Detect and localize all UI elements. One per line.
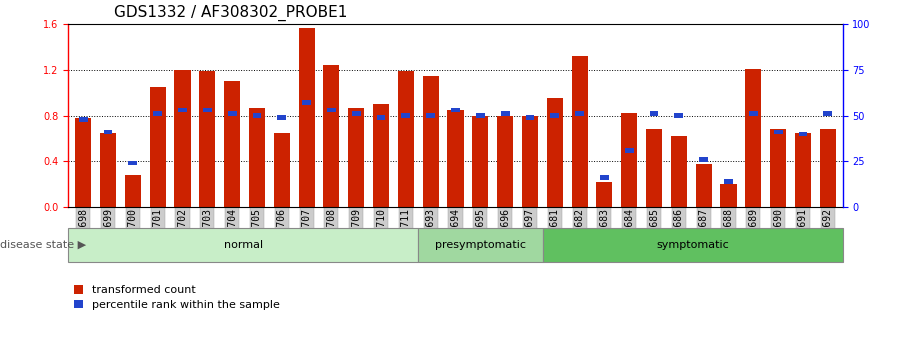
Bar — [402, 113, 410, 118]
Bar — [749, 111, 758, 116]
Bar — [571, 56, 588, 207]
Bar — [178, 108, 187, 112]
Bar — [497, 116, 513, 207]
Bar — [575, 111, 584, 116]
Bar — [522, 116, 538, 207]
Bar — [299, 28, 314, 207]
Bar — [721, 184, 737, 207]
Text: normal: normal — [223, 240, 262, 250]
Bar — [78, 117, 87, 121]
Bar — [550, 113, 559, 118]
Bar — [203, 108, 211, 112]
Bar — [451, 108, 460, 112]
Bar — [224, 81, 241, 207]
Bar — [700, 157, 708, 162]
Bar — [625, 148, 634, 152]
Bar — [302, 100, 311, 105]
Bar — [674, 113, 683, 118]
Bar — [426, 113, 435, 118]
Bar — [696, 164, 711, 207]
Bar — [68, 228, 418, 262]
Bar — [423, 76, 439, 207]
Bar — [795, 133, 811, 207]
Bar — [153, 111, 162, 116]
Bar — [824, 111, 833, 116]
Bar — [621, 113, 638, 207]
Bar — [447, 110, 464, 207]
Bar — [770, 129, 786, 207]
Bar — [373, 104, 389, 207]
Bar — [646, 129, 662, 207]
Bar — [100, 133, 116, 207]
Bar — [273, 133, 290, 207]
Bar — [526, 115, 535, 120]
Text: disease state ▶: disease state ▶ — [0, 240, 87, 250]
Bar — [348, 108, 364, 207]
Bar — [174, 70, 190, 207]
Bar — [724, 179, 733, 184]
Bar — [149, 87, 166, 207]
Bar — [200, 71, 215, 207]
Bar — [799, 131, 807, 136]
Bar — [476, 113, 485, 118]
Text: GDS1332 / AF308302_PROBE1: GDS1332 / AF308302_PROBE1 — [114, 4, 347, 21]
Bar — [249, 108, 265, 207]
Bar — [323, 65, 340, 207]
Legend: transformed count, percentile rank within the sample: transformed count, percentile rank withi… — [74, 285, 280, 310]
Bar — [104, 130, 112, 134]
Bar — [670, 136, 687, 207]
Bar — [543, 228, 843, 262]
Bar — [472, 116, 488, 207]
Bar — [820, 129, 836, 207]
Bar — [327, 108, 336, 112]
Bar — [128, 161, 138, 165]
Bar — [773, 130, 783, 134]
Bar — [228, 111, 237, 116]
Bar — [501, 111, 509, 116]
Bar — [597, 182, 612, 207]
Bar — [376, 115, 385, 120]
Bar — [650, 111, 659, 116]
Bar — [398, 71, 414, 207]
Bar — [418, 228, 543, 262]
Bar — [75, 118, 91, 207]
Text: presymptomatic: presymptomatic — [435, 240, 526, 250]
Bar — [745, 69, 762, 207]
Bar — [252, 113, 261, 118]
Bar — [277, 115, 286, 120]
Bar — [352, 111, 361, 116]
Bar — [600, 176, 609, 180]
Bar — [547, 98, 563, 207]
Text: symptomatic: symptomatic — [657, 240, 729, 250]
Bar — [125, 175, 141, 207]
